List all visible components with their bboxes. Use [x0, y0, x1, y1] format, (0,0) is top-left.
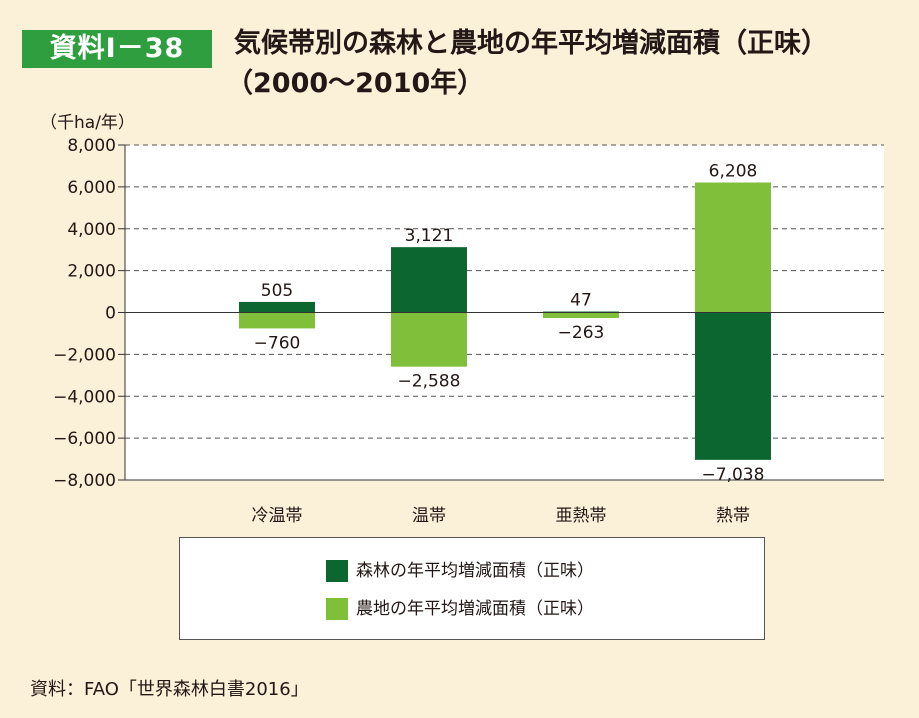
- source-note: 資料：FAO「世界森林白書2016」: [30, 679, 309, 700]
- data-label-forest: 505: [261, 281, 293, 301]
- legend-label-forest: 森林の年平均増減面積（正味）: [356, 561, 594, 581]
- data-label-farmland: 6,208: [709, 162, 758, 182]
- y-tick-labels: 8,000 6,000 4,000 2,000 0 −2,000 −4,000 −6,000 −…: [53, 136, 116, 491]
- y-tick-label: −6,000: [53, 429, 116, 449]
- bars: [239, 182, 771, 460]
- bar-forest: [695, 312, 771, 460]
- bar-farmland: [239, 312, 315, 329]
- x-tick-label: 冷温帯: [252, 506, 303, 526]
- y-tick-label: 8,000: [67, 136, 116, 156]
- bar-forest: [391, 247, 467, 313]
- title-line-2: （2000～2010年）: [226, 68, 485, 99]
- y-tick-label: −2,000: [53, 345, 116, 365]
- y-tick-label: −8,000: [53, 471, 116, 491]
- bar-farmland: [543, 312, 619, 319]
- legend-swatch-farmland: [326, 598, 348, 620]
- y-tick-label: 4,000: [67, 220, 116, 240]
- chart-title: 気候帯別の森林と農地の年平均増減面積（正味） （2000～2010年）: [226, 24, 904, 104]
- y-tick-label: 6,000: [67, 178, 116, 198]
- figure-number-badge: 資料Ⅰ－38: [22, 30, 212, 68]
- data-label-farmland: −760: [254, 333, 301, 353]
- y-tick-label: 0: [105, 304, 116, 324]
- x-tick-labels: 冷温帯 温帯 亜熱帯 熱帯: [252, 506, 751, 526]
- bar-forest: [239, 301, 315, 313]
- data-labels: 505 −760 3,121 −2,588 47 −263 −7,038 6,208: [254, 162, 765, 485]
- axes: [118, 144, 884, 481]
- data-label-forest: −7,038: [702, 465, 765, 485]
- bar-farmland: [695, 182, 771, 313]
- legend: 森林の年平均増減面積（正味） 農地の年平均増減面積（正味）: [179, 537, 765, 640]
- legend-label-farmland: 農地の年平均増減面積（正味）: [356, 599, 594, 619]
- legend-item-farmland: 農地の年平均増減面積（正味）: [326, 598, 594, 620]
- x-tick-label: 温帯: [412, 506, 446, 526]
- y-axis-unit-label: （千ha/年）: [40, 113, 135, 133]
- data-label-farmland: −2,588: [398, 372, 461, 392]
- bar-chart: 8,000 6,000 4,000 2,000 0 −2,000 −4,000 −6,000 −…: [53, 136, 884, 526]
- title-line-1: 気候帯別の森林と農地の年平均増減面積（正味）: [234, 28, 828, 59]
- data-label-farmland: −263: [558, 323, 605, 343]
- bar-farmland: [391, 312, 467, 367]
- data-label-forest: 3,121: [405, 226, 454, 246]
- y-tick-label: 2,000: [67, 262, 116, 282]
- legend-item-forest: 森林の年平均増減面積（正味）: [326, 560, 594, 582]
- data-label-forest: 47: [570, 291, 592, 311]
- y-tick-label: −4,000: [53, 387, 116, 407]
- x-tick-label: 熱帯: [716, 506, 750, 526]
- legend-swatch-forest: [326, 560, 348, 582]
- x-tick-label: 亜熱帯: [556, 506, 607, 526]
